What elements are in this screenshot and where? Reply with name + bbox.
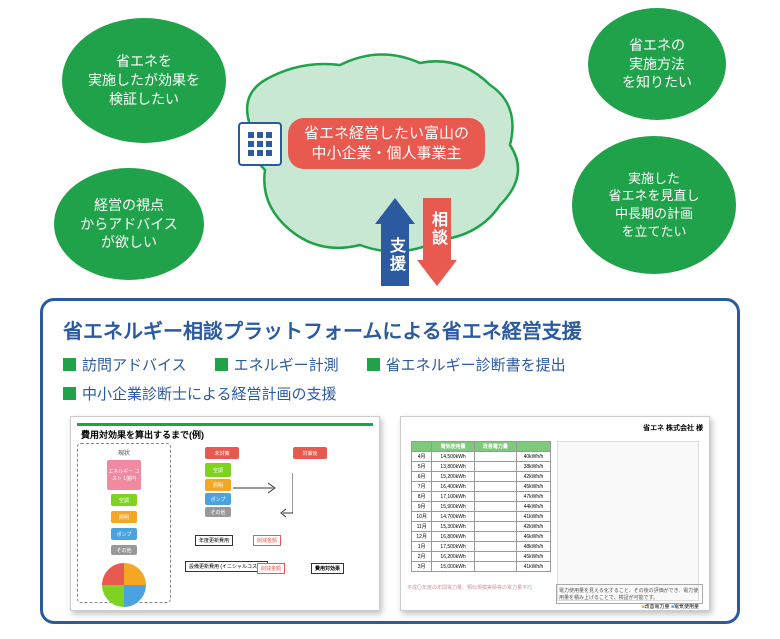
doc2-bar-chart xyxy=(557,441,699,601)
bubble-br-l3: 中長期の計画 xyxy=(615,206,693,221)
doc2-title: 省エネ 株式会社 様 xyxy=(407,423,703,433)
support-arrow: 支援 xyxy=(378,198,412,286)
bubble-br-l4: を立てたい xyxy=(621,224,686,239)
doc1-reduction2: 削減金額 xyxy=(257,563,285,574)
bullet-measure: エネルギー計測 xyxy=(215,354,339,375)
consult-arrow: 相談 xyxy=(420,198,454,286)
doc1-annual-cost: 年度更新費用 xyxy=(195,535,233,546)
doc-energy-report: 省エネ 株式会社 様 電気使用量改善電力量4月14,500kWh40kWh/h5… xyxy=(400,416,710,611)
center-label: 省エネ経営したい富山の 中小企業・個人事業主 xyxy=(288,118,485,169)
bubble-tr-l1: 省エネの xyxy=(629,37,685,53)
square-icon xyxy=(367,358,380,371)
bubble-tl-l2: 実施したが効果を xyxy=(88,72,200,88)
square-icon xyxy=(63,387,76,400)
doc2-footnotes: 平成〇年度の年間電力量、類似規模実績等の電力量平均 電力使用量を見える化すること… xyxy=(407,584,703,604)
bubble-management-advice: 経営の視点 からアドバイス が欲しい xyxy=(54,168,204,280)
bubble-br-l1: 実施した xyxy=(628,171,680,186)
bubble-tr-l2: 実施方法 xyxy=(629,56,685,72)
center-l1: 省エネ経営したい富山の xyxy=(304,125,469,142)
bubble-bl-l1: 経営の視点 xyxy=(94,197,164,213)
bubble-long-term-plan: 実施した 省エネを見直し 中長期の計画 を立てたい xyxy=(572,136,736,274)
bullet-visit: 訪問アドバイス xyxy=(63,354,187,375)
bubble-how-to-implement: 省エネの 実施方法 を知りたい xyxy=(588,8,726,120)
center-l2: 中小企業・個人事業主 xyxy=(312,145,462,162)
doc1-current-state: 現状 エネルギー コスト 1億円 空調 照明 ポンプ その他 xyxy=(77,443,171,603)
bubble-bl-l3: が欲しい xyxy=(101,234,157,250)
doc1-initial-cost: 設備更新費用 (イニシャルコスト) xyxy=(185,561,268,572)
doc1-flow: 未対策 対策後 空調 照明 ポンプ その他 年度更新費用 削減金額 設備更新費用… xyxy=(175,443,373,603)
bullet-sme: 中小企業診断士による経営計画の支援 xyxy=(63,383,717,404)
panel-title: 省エネルギー相談プラットフォームによる省エネ経営支援 xyxy=(63,315,717,344)
doc-cost-effect: 費用対効果を算出するまで(例) 現状 エネルギー コスト 1億円 空調 照明 ポ… xyxy=(70,416,380,611)
panel-bullets: 訪問アドバイス エネルギー計測 省エネルギー診断書を提出 中小企業診断士による経… xyxy=(63,354,717,404)
document-previews: 費用対効果を算出するまで(例) 現状 エネルギー コスト 1億円 空調 照明 ポ… xyxy=(63,416,717,611)
bubble-tl-l3: 検証したい xyxy=(109,91,179,107)
bubble-bl-l2: からアドバイス xyxy=(80,216,178,232)
square-icon xyxy=(63,358,76,371)
platform-panel: 省エネルギー相談プラットフォームによる省エネ経営支援 訪問アドバイス エネルギー… xyxy=(40,298,740,624)
doc1-reduction1: 削減金額 xyxy=(253,535,281,546)
bubble-tl-l1: 省エネを xyxy=(116,53,172,69)
doc1-left-label: 現状 xyxy=(82,448,166,457)
pie-icon xyxy=(102,563,146,607)
bullet-report: 省エネルギー診断書を提出 xyxy=(367,354,566,375)
doc1-title: 費用対効果を算出するまで(例) xyxy=(77,423,373,443)
center-banner: 省エネ経営したい富山の 中小企業・個人事業主 xyxy=(238,118,485,169)
building-icon xyxy=(238,122,282,166)
flow-arrow-icon xyxy=(233,473,293,523)
bubble-tr-l3: を知りたい xyxy=(622,74,692,90)
support-label: 支援 xyxy=(383,237,407,273)
doc1-roi: 費用対効果 xyxy=(311,563,344,574)
bubble-verify-effect: 省エネを 実施したが効果を 検証したい xyxy=(62,18,226,143)
consult-label: 相談 xyxy=(425,211,449,247)
square-icon xyxy=(215,358,228,371)
doc1-energy-cost: エネルギー コスト 1億円 xyxy=(107,460,141,490)
upper-diagram: 省エネを 実施したが効果を 検証したい 経営の視点 からアドバイス が欲しい 省… xyxy=(0,0,780,300)
bubble-br-l2: 省エネを見直し xyxy=(608,188,699,203)
